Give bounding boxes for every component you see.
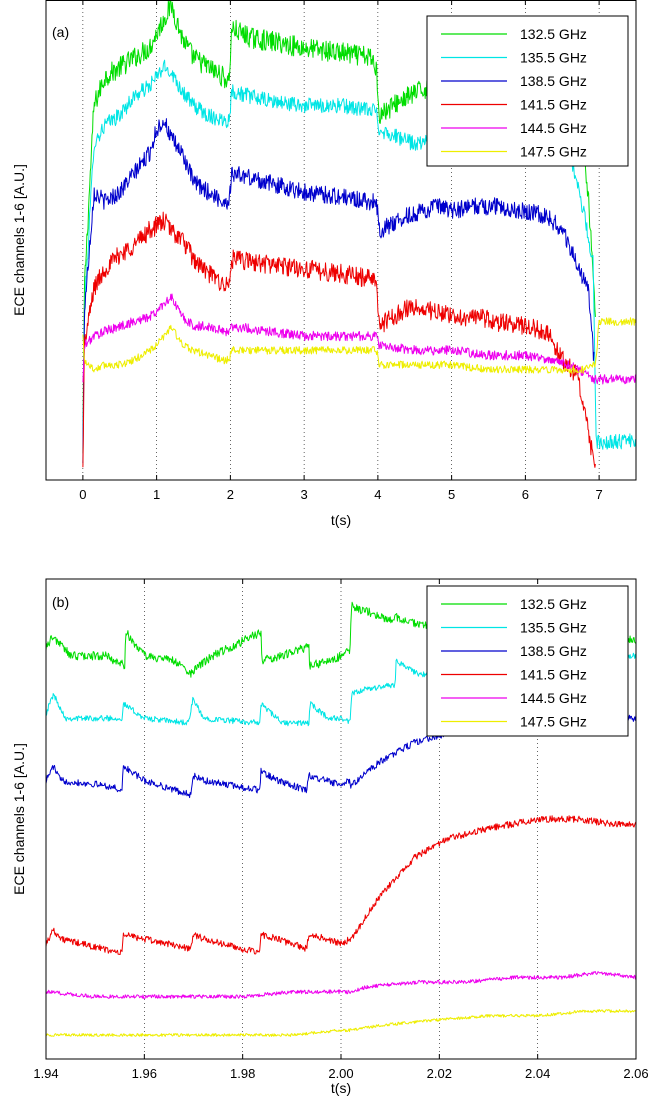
x-axis-label: t(s)	[331, 512, 351, 528]
series-line	[82, 293, 637, 385]
x-tick-label: 3	[301, 487, 308, 502]
series-line	[45, 1009, 637, 1037]
x-tick-label: 2.04	[525, 1066, 550, 1081]
x-tick-label: 1.94	[33, 1066, 58, 1081]
legend-label: 135.5 GHz	[520, 50, 587, 66]
x-axis-label: t(s)	[331, 1080, 351, 1096]
legend-label: 138.5 GHz	[520, 643, 587, 659]
legend: 132.5 GHz 135.5 GHz 138.5 GHz 141.5 GHz 144.…	[426, 585, 629, 737]
legend: 132.5 GHz 135.5 GHz 138.5 GHz 141.5 GHz 144.…	[426, 15, 629, 167]
series-line	[82, 317, 637, 374]
x-tick-label: 2.02	[427, 1066, 452, 1081]
legend-box	[426, 15, 629, 167]
legend-label: 132.5 GHz	[520, 26, 587, 42]
y-axis-label: ECE channels 1-6 [A.U.]	[11, 164, 27, 316]
legend-label: 141.5 GHz	[520, 97, 587, 113]
x-ticks: 0 1 2 3 4 5 6 7	[79, 0, 603, 502]
series-line	[45, 815, 637, 955]
legend-label: 138.5 GHz	[520, 73, 587, 89]
series-line	[82, 118, 595, 464]
legend-label: 135.5 GHz	[520, 620, 587, 636]
x-ticks: 1.94 1.96 1.98 2.00 2.02 2.04 2.06	[33, 579, 649, 1081]
x-tick-label: 1.96	[132, 1066, 157, 1081]
series-line	[45, 971, 637, 999]
x-tick-label: 1.98	[230, 1066, 255, 1081]
x-tick-label: 2	[227, 487, 234, 502]
chart-panel-b: 1.94 1.96 1.98 2.00 2.02 2.04 2.06 (b) t(s) EC…	[11, 578, 649, 1096]
x-tick-label: 4	[374, 487, 381, 502]
legend-label: 144.5 GHz	[520, 690, 587, 706]
legend-label: 132.5 GHz	[520, 596, 587, 612]
x-tick-label: 7	[596, 487, 603, 502]
series-line	[82, 211, 596, 468]
x-tick-label: 6	[522, 487, 529, 502]
panel-label: (b)	[52, 594, 69, 610]
legend-label: 147.5 GHz	[520, 714, 587, 730]
y-axis-label: ECE channels 1-6 [A.U.]	[11, 743, 27, 895]
legend-box	[426, 585, 629, 737]
x-tick-label: 1	[153, 487, 160, 502]
legend-label: 141.5 GHz	[520, 667, 587, 683]
x-tick-label: 2.06	[623, 1066, 648, 1081]
legend-label: 147.5 GHz	[520, 144, 587, 160]
legend-label: 144.5 GHz	[520, 120, 587, 136]
x-tick-label: 2.00	[328, 1066, 353, 1081]
plot-frame	[45, 0, 637, 481]
chart-panel-a: 0 1 2 3 4 5 6 7 (a) t(s) ECE channels 1-6 [A.U.…	[11, 0, 637, 528]
x-tick-label: 5	[448, 487, 455, 502]
panel-label: (a)	[52, 24, 69, 40]
x-tick-label: 0	[79, 487, 86, 502]
